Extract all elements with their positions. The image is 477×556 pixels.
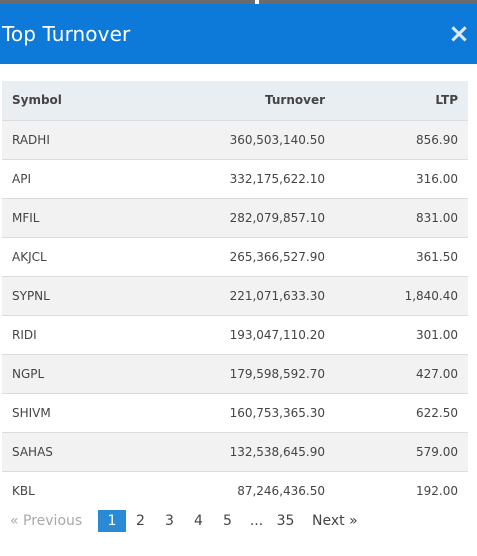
cell-turnover: 282,079,857.10: [229, 210, 325, 225]
table-row: SYPNL 221,071,633.30 1,840.40: [2, 276, 468, 315]
cell-turnover: 193,047,110.20: [229, 327, 325, 342]
table-row: SHIVM 160,753,365.30 622.50: [2, 393, 468, 432]
pagination-page-button[interactable]: 5: [223, 513, 232, 529]
cell-turnover: 160,753,365.30: [229, 405, 325, 420]
cell-ltp: 1,840.40: [404, 288, 458, 303]
cell-symbol: SYPNL: [12, 288, 50, 303]
cell-symbol: NGPL: [12, 366, 45, 381]
modal-title: Top Turnover: [2, 22, 131, 46]
cell-ltp: 316.00: [416, 171, 458, 186]
cell-turnover: 87,246,436.50: [237, 483, 325, 498]
table-row: SAHAS 132,538,645.90 579.00: [2, 432, 468, 471]
table-body: RADHI 360,503,140.50 856.90 API 332,175,…: [2, 120, 468, 510]
cell-symbol: MFIL: [12, 210, 40, 225]
cell-ltp: 579.00: [416, 444, 458, 459]
top-strip: [0, 0, 477, 4]
cell-turnover: 265,366,527.90: [229, 249, 325, 264]
pagination: « Previous 1 2 3 4 5 ... 35 Next »: [10, 510, 360, 532]
turnover-table-container: Symbol Turnover LTP RADHI 360,503,140.50…: [2, 81, 468, 510]
cell-ltp: 856.90: [416, 132, 458, 147]
table-row: KBL 87,246,436.50 192.00: [2, 471, 468, 510]
cell-turnover: 332,175,622.10: [229, 171, 325, 186]
turnover-table: Symbol Turnover LTP RADHI 360,503,140.50…: [2, 81, 468, 510]
table-row: RADHI 360,503,140.50 856.90: [2, 120, 468, 159]
cell-turnover: 221,071,633.30: [229, 288, 325, 303]
cell-symbol: RADHI: [12, 132, 50, 147]
table-header-row: Symbol Turnover LTP: [2, 81, 468, 120]
table-row: RIDI 193,047,110.20 301.00: [2, 315, 468, 354]
column-header-ltp[interactable]: LTP: [435, 93, 458, 108]
table-row: MFIL 282,079,857.10 831.00: [2, 198, 468, 237]
cell-symbol: SHIVM: [12, 405, 51, 420]
modal-header: Top Turnover ×: [0, 4, 477, 64]
cell-symbol: RIDI: [12, 327, 37, 342]
top-strip-tab: [255, 0, 259, 4]
cell-symbol: KBL: [12, 483, 35, 498]
pagination-previous-button[interactable]: « Previous: [10, 513, 83, 529]
cell-ltp: 622.50: [416, 405, 458, 420]
pagination-next-button[interactable]: Next »: [312, 513, 358, 529]
pagination-page-button[interactable]: 2: [136, 513, 145, 529]
cell-ltp: 427.00: [416, 366, 458, 381]
table-row: AKJCL 265,366,527.90 361.50: [2, 237, 468, 276]
pagination-page-button[interactable]: 1: [98, 510, 126, 532]
cell-symbol: AKJCL: [12, 249, 47, 264]
column-header-turnover[interactable]: Turnover: [265, 93, 325, 108]
cell-turnover: 179,598,592.70: [229, 366, 325, 381]
table-row: NGPL 179,598,592.70 427.00: [2, 354, 468, 393]
cell-symbol: API: [12, 171, 31, 186]
column-header-symbol[interactable]: Symbol: [12, 93, 62, 108]
table-row: API 332,175,622.10 316.00: [2, 159, 468, 198]
cell-turnover: 360,503,140.50: [229, 132, 325, 147]
cell-ltp: 361.50: [416, 249, 458, 264]
cell-symbol: SAHAS: [12, 444, 53, 459]
close-icon[interactable]: ×: [448, 19, 470, 49]
cell-turnover: 132,538,645.90: [229, 444, 325, 459]
pagination-ellipsis: ...: [249, 513, 264, 529]
cell-ltp: 192.00: [416, 483, 458, 498]
cell-ltp: 831.00: [416, 210, 458, 225]
pagination-page-button[interactable]: 4: [194, 513, 203, 529]
pagination-last-page-button[interactable]: 35: [276, 513, 295, 529]
table-header: Symbol Turnover LTP: [2, 81, 468, 120]
cell-ltp: 301.00: [416, 327, 458, 342]
pagination-page-button[interactable]: 3: [165, 513, 174, 529]
